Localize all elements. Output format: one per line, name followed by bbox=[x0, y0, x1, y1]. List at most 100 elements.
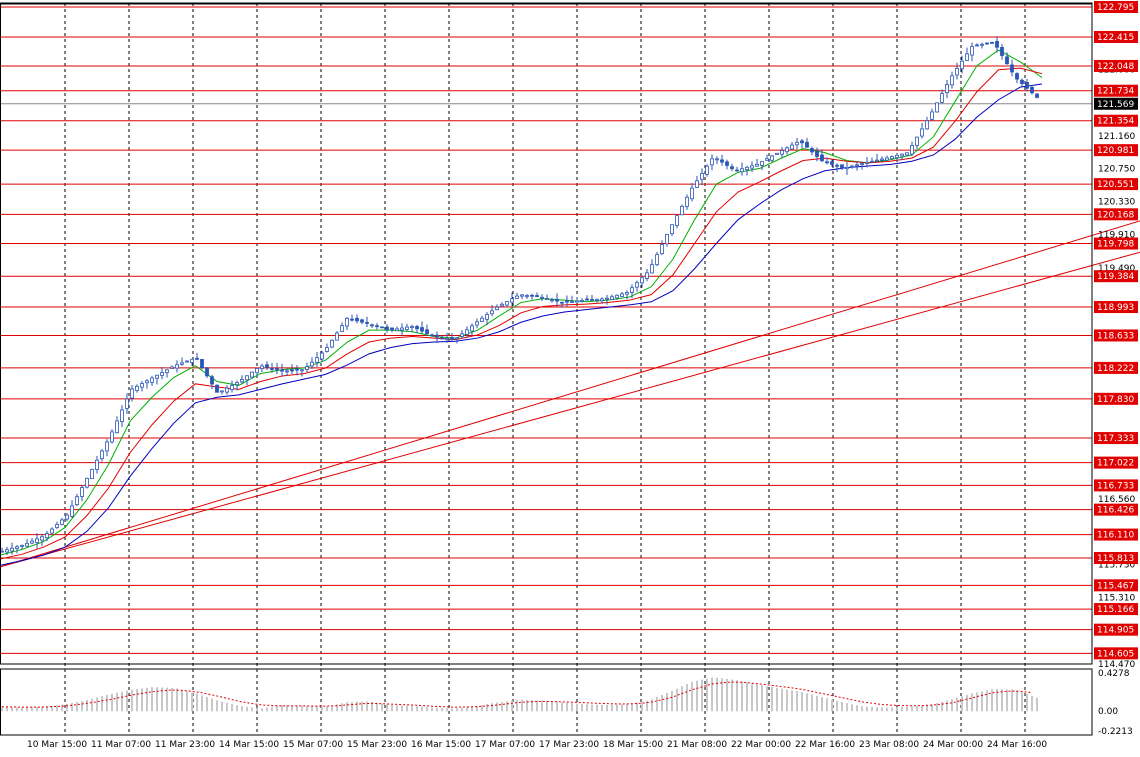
level-label: 122.048 bbox=[1097, 62, 1134, 72]
candle-body bbox=[1020, 79, 1024, 85]
candle-body bbox=[620, 293, 624, 297]
candle-body bbox=[130, 388, 134, 399]
candle-body bbox=[255, 368, 259, 374]
level-label-bg bbox=[1094, 237, 1138, 250]
candle-body bbox=[265, 364, 269, 368]
candle-body bbox=[250, 371, 254, 378]
candle-body bbox=[865, 161, 869, 164]
level-label-bg bbox=[1094, 30, 1138, 43]
candle-body bbox=[600, 298, 604, 302]
candle-body bbox=[770, 155, 774, 161]
candle-body bbox=[945, 84, 949, 94]
oscillator-signal-line bbox=[1, 681, 1033, 708]
candle-body bbox=[685, 196, 689, 207]
candle-body bbox=[360, 319, 364, 323]
candle-body bbox=[420, 327, 424, 332]
candle-body bbox=[215, 384, 219, 393]
candle-body bbox=[225, 387, 229, 393]
candle-body bbox=[335, 332, 339, 341]
candle-body bbox=[340, 325, 344, 332]
candle-body bbox=[860, 163, 864, 165]
candle-body bbox=[925, 120, 929, 130]
candle-body bbox=[640, 277, 644, 284]
candle-body bbox=[70, 505, 74, 517]
level-label: 119.798 bbox=[1097, 240, 1134, 250]
candle-body bbox=[290, 369, 294, 372]
level-label: 121.354 bbox=[1097, 117, 1134, 127]
oscillator-y-tick-label: -0.2213 bbox=[1098, 727, 1133, 737]
candle-body bbox=[1015, 73, 1019, 80]
level-label-bg bbox=[1094, 647, 1138, 660]
candle-body bbox=[230, 385, 234, 391]
candle-body bbox=[415, 326, 419, 330]
candle-body bbox=[830, 161, 834, 165]
candle-body bbox=[455, 337, 459, 340]
candle-body bbox=[220, 390, 224, 393]
candle-body bbox=[805, 141, 809, 148]
candle-body bbox=[190, 358, 194, 363]
level-label: 122.415 bbox=[1097, 33, 1134, 43]
candle-body bbox=[785, 147, 789, 153]
level-label: 121.734 bbox=[1097, 87, 1134, 97]
level-label: 116.733 bbox=[1097, 481, 1134, 491]
candle-body bbox=[970, 46, 974, 56]
x-tick-label: 23 Mar 08:00 bbox=[859, 740, 919, 750]
candle-body bbox=[305, 366, 309, 370]
level-label: 119.384 bbox=[1097, 272, 1134, 282]
candle-body bbox=[365, 322, 369, 324]
candle-body bbox=[1005, 56, 1009, 65]
candle-body bbox=[920, 128, 924, 137]
candle-body bbox=[950, 75, 954, 86]
candle-body bbox=[100, 450, 104, 460]
candle-body bbox=[140, 383, 144, 388]
candle-body bbox=[930, 111, 934, 120]
candle-body bbox=[910, 144, 914, 155]
candle-body bbox=[345, 317, 349, 327]
candle-body bbox=[740, 168, 744, 173]
candle-body bbox=[440, 337, 444, 340]
candle-body bbox=[310, 361, 314, 367]
level-label-bg bbox=[1094, 144, 1138, 157]
candle-body bbox=[720, 159, 724, 163]
level-label: 117.333 bbox=[1097, 434, 1134, 444]
oscillator-layer bbox=[1, 677, 1038, 712]
candle-body bbox=[315, 357, 319, 363]
candle-body bbox=[270, 368, 274, 370]
candle-body bbox=[120, 409, 124, 423]
x-tick-label: 22 Mar 16:00 bbox=[795, 740, 855, 750]
candle-body bbox=[75, 496, 79, 506]
candle-body bbox=[880, 158, 884, 161]
candle-body bbox=[460, 333, 464, 337]
candle-body bbox=[555, 298, 559, 302]
level-label-bg bbox=[1094, 528, 1138, 541]
candles-layer bbox=[0, 36, 1039, 556]
candle-body bbox=[1010, 64, 1014, 73]
candle-body bbox=[210, 376, 214, 385]
candle-body bbox=[690, 187, 694, 200]
candle-body bbox=[65, 514, 69, 520]
candle-body bbox=[560, 301, 564, 304]
candle-body bbox=[630, 287, 634, 293]
x-tick-label: 11 Mar 23:00 bbox=[155, 740, 215, 750]
candle-body bbox=[935, 102, 939, 113]
candle-body bbox=[90, 468, 94, 479]
x-tick-label: 24 Mar 00:00 bbox=[923, 740, 983, 750]
candle-body bbox=[775, 152, 779, 155]
candle-body bbox=[780, 150, 784, 155]
level-label-bg bbox=[1094, 456, 1138, 469]
level-label: 117.022 bbox=[1097, 459, 1134, 469]
candle-body bbox=[15, 546, 19, 549]
candle-body bbox=[750, 165, 754, 169]
candle-body bbox=[280, 369, 284, 372]
candle-body bbox=[670, 224, 674, 235]
candle-body bbox=[905, 152, 909, 156]
candle-body bbox=[655, 254, 659, 266]
candle-body bbox=[410, 325, 414, 328]
candle-body bbox=[60, 519, 64, 525]
candle-body bbox=[875, 159, 879, 162]
oscillator-y-tick-label: 0.00 bbox=[1098, 707, 1118, 717]
level-label: 115.813 bbox=[1097, 554, 1134, 564]
y-tick-label: 115.310 bbox=[1098, 594, 1135, 604]
